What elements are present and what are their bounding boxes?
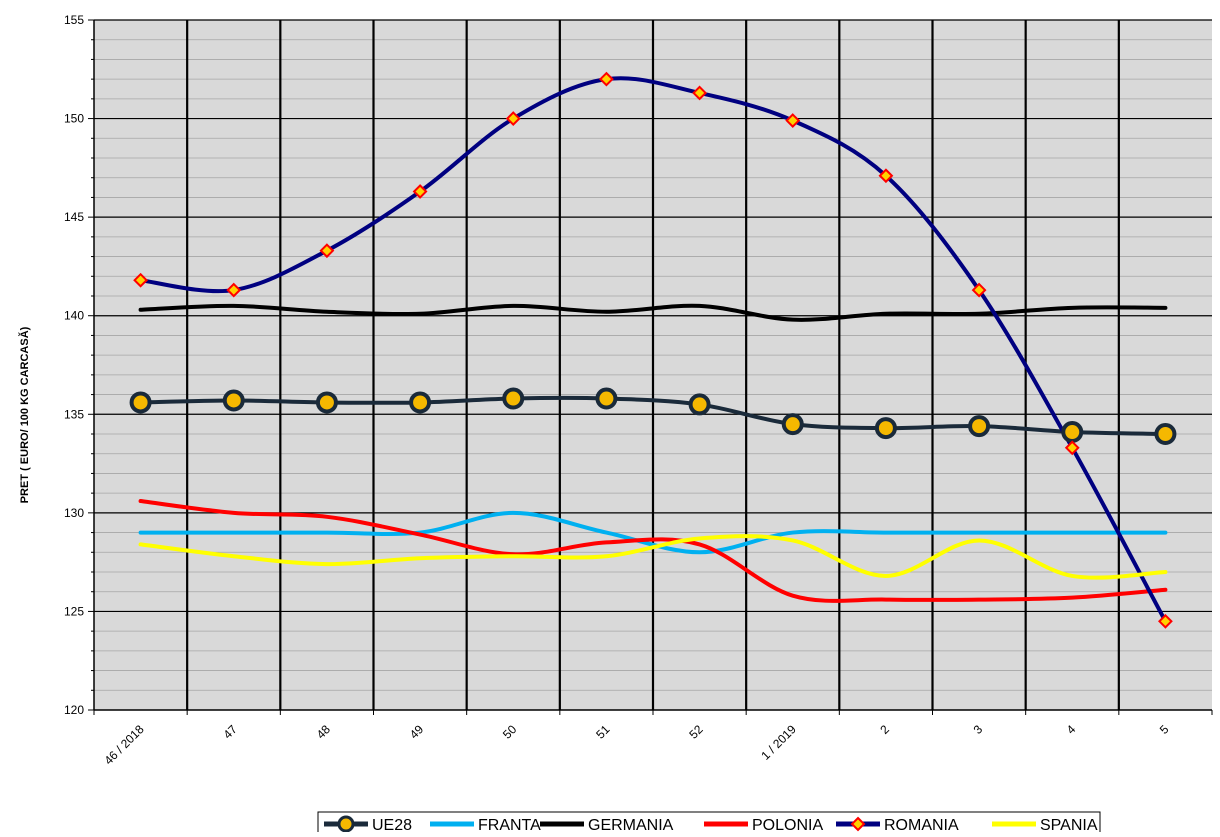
data-point-romania [692, 85, 707, 101]
data-point-ue28 [595, 387, 618, 410]
legend-label-franta: FRANTA [478, 817, 541, 832]
y-tick-label: 145 [64, 210, 84, 224]
data-point-ue28 [781, 413, 804, 436]
data-point-romania [412, 184, 428, 199]
legend-label-romania: ROMANIA [884, 817, 959, 832]
x-tick-label: 49 [407, 722, 427, 742]
series-line-spania [138, 534, 1168, 580]
y-tick-label: 125 [64, 604, 84, 618]
data-point-ue28 [129, 391, 152, 414]
data-point-ue28 [409, 391, 432, 414]
data-point-romania [785, 113, 801, 128]
data-point-ue28 [1154, 423, 1177, 445]
series-line-polonia [138, 499, 1168, 603]
data-point-romania [319, 243, 335, 259]
x-tick-label: 46 / 2018 [101, 722, 147, 768]
data-point-ue28 [502, 387, 525, 410]
legend-marker-ue28 [337, 815, 355, 833]
x-tick-label: 52 [686, 722, 706, 742]
x-tick-label: 3 [971, 722, 986, 737]
data-point-romania [1064, 440, 1080, 456]
data-point-ue28 [1061, 421, 1084, 444]
y-tick-label: 150 [64, 112, 84, 126]
x-tick-label: 5 [1157, 722, 1172, 737]
legend-label-spania: SPANIA [1040, 817, 1098, 832]
data-point-romania [133, 272, 148, 288]
legend-label-germania: GERMANIA [588, 817, 674, 832]
x-tick-label: 2 [877, 722, 892, 737]
data-point-romania [971, 282, 987, 298]
y-tick-label: 140 [64, 309, 84, 323]
y-tick-label: 155 [64, 13, 84, 27]
x-tick-label: 4 [1064, 722, 1079, 737]
legend: UE28 FRANTA GERMANIA POLONIA ROMANIA SPANIA [317, 811, 1101, 837]
y-tick-label: 130 [64, 506, 84, 520]
legend-label-polonia: POLONIA [752, 817, 823, 832]
y-tick-label: 120 [64, 703, 84, 717]
x-tick-label: 51 [593, 722, 613, 742]
x-tick-label: 50 [500, 722, 520, 742]
x-tick-label: 48 [314, 722, 334, 742]
legend-label-ue28: UE28 [372, 817, 412, 832]
data-point-romania [1158, 613, 1173, 629]
data-point-ue28 [688, 393, 711, 416]
data-point-ue28 [968, 415, 991, 438]
data-point-romania [505, 111, 521, 126]
series-line-germania [138, 303, 1168, 322]
data-point-romania [599, 71, 614, 87]
data-point-romania [878, 168, 894, 184]
legend-marker-romania [850, 816, 866, 832]
series-line-franta [138, 510, 1168, 555]
y-axis-label: PRET ( EURO/ 100 KG CARCASĂ) [18, 326, 31, 503]
data-point-ue28 [874, 417, 897, 440]
data-point-romania [226, 282, 242, 298]
y-tick-label: 135 [64, 407, 84, 421]
data-point-ue28 [315, 391, 338, 414]
x-tick-label: 1 / 2019 [758, 722, 799, 763]
x-tick-label: 47 [221, 722, 241, 742]
data-point-ue28 [222, 389, 245, 412]
